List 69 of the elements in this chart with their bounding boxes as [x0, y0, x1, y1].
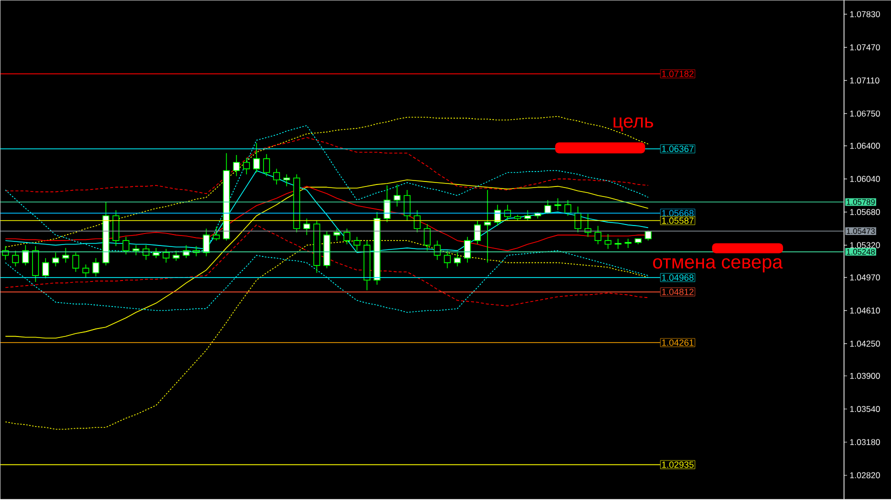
- y-tick-label: 1.05320: [850, 242, 880, 248]
- candlestick: [212, 226, 220, 242]
- ref-line-label: 1.05587: [662, 218, 694, 224]
- candlestick: [12, 250, 19, 267]
- candlestick: [454, 252, 461, 267]
- candlestick: [122, 236, 130, 255]
- y-tick-label: 1.03900: [850, 373, 880, 380]
- y-tick-label: 1.07470: [850, 44, 880, 51]
- candlestick: [544, 200, 552, 214]
- ref-line-label: 1.04968: [662, 274, 694, 281]
- y-tick-label: 1.07830: [850, 11, 880, 18]
- candlestick: [464, 236, 471, 264]
- y-tick-label: 1.05680: [850, 209, 880, 216]
- candlestick: [22, 244, 29, 266]
- candlestick: [132, 244, 140, 256]
- candlestick: [444, 250, 451, 269]
- y-tick-label: 1.03180: [850, 439, 880, 446]
- candlestick: [394, 184, 401, 208]
- y-tick-label: 1.04970: [850, 274, 880, 281]
- candlestick: [263, 154, 270, 177]
- ref-line-label: 1.05668: [662, 210, 694, 217]
- y-tick-label: 1.03540: [850, 406, 880, 412]
- y-tick-label: 1.06400: [850, 143, 880, 150]
- candlestick: [404, 190, 411, 221]
- candlestick: [152, 248, 160, 259]
- candlestick: [62, 248, 70, 264]
- y-tick-label: 1.04250: [850, 340, 880, 347]
- ref-line-label: 1.07182: [662, 70, 694, 78]
- candlestick: [504, 204, 511, 221]
- y-tick-label: 1.06750: [850, 110, 880, 117]
- candlestick: [273, 168, 280, 186]
- candlestick: [343, 228, 350, 245]
- candlestick: [52, 252, 60, 267]
- candlestick: [574, 206, 582, 233]
- ref-line-label: 1.02935: [662, 462, 694, 468]
- candlestick: [142, 244, 150, 261]
- y-tick-label: 1.07110: [850, 78, 880, 84]
- candlestick: [424, 224, 431, 252]
- candlestick: [303, 218, 310, 236]
- candlestick: [243, 158, 250, 175]
- y-tick-label: 1.02820: [850, 472, 880, 478]
- ref-line-label: 1.06367: [662, 146, 694, 152]
- ref-line-label: 1.04261: [662, 340, 694, 346]
- y-tick-label: 1.04610: [850, 308, 880, 314]
- candlestick: [354, 236, 360, 252]
- candlestick: [594, 226, 602, 245]
- annotation: отмена севера: [653, 258, 783, 273]
- candlestick: [202, 228, 210, 257]
- candlestick: [253, 142, 260, 174]
- candlestick: [604, 234, 612, 250]
- candlestick: [42, 258, 50, 279]
- candlestick: [484, 190, 491, 264]
- candlestick: [614, 238, 622, 250]
- annotation: цель: [614, 118, 654, 132]
- candlestick: [333, 228, 340, 242]
- candlestick: [162, 248, 170, 264]
- y-tick-label: 1.06040: [850, 176, 880, 182]
- candlestick: [384, 185, 390, 223]
- candlestick: [72, 252, 80, 272]
- candlestick: [524, 210, 532, 221]
- candlestick: [172, 250, 180, 262]
- candlestick: [92, 258, 100, 278]
- ref-line-label: 1.04812: [662, 288, 694, 296]
- candlestick: [474, 220, 481, 245]
- candlestick: [82, 264, 90, 278]
- candlestick: [283, 174, 290, 187]
- candlestick: [233, 154, 240, 177]
- candlestick: [564, 200, 572, 216]
- candlestick: [624, 238, 632, 249]
